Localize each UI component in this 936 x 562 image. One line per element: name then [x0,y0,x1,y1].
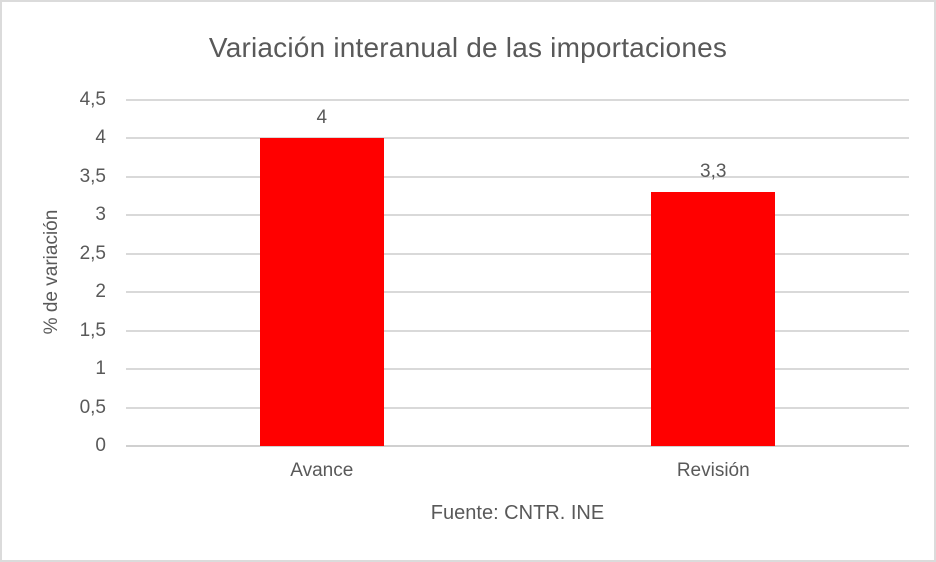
gridline [126,406,909,409]
gridline [126,99,909,101]
bar-value-label: 4 [316,107,328,129]
gridline [126,291,909,294]
y-tick-label: 2,5 [79,242,106,264]
y-axis-tick-labels: 0 0,5 1 1,5 2 2,5 3 3,5 4 4,5 [2,2,106,560]
gridline [126,214,909,217]
plot-area: 4 3,3 [126,99,909,447]
bar-value-label: 3,3 [700,161,727,183]
y-tick-label: 3 [95,204,106,226]
x-axis-line [126,445,909,447]
source-caption: Fuente: CNTR. INE [430,502,605,524]
y-tick-label: 1,5 [79,319,106,341]
y-tick-label: 2 [95,281,106,303]
y-tick-label: 0 [95,435,106,456]
x-category-label: Avance [290,460,354,481]
y-tick-label: 4,5 [79,89,106,110]
bar [651,192,776,446]
y-tick-label: 4 [95,127,106,149]
chart-title: Variación interanual de las importacione… [208,32,728,63]
y-tick-label: 3,5 [79,165,106,187]
bar [259,138,384,446]
gridline [126,368,909,371]
gridline [126,175,909,178]
gridline [126,137,909,140]
gridline [126,329,909,332]
x-category-label: Revisión [676,460,750,481]
y-tick-label: 0,5 [79,396,106,418]
y-tick-label: 1 [95,358,106,380]
x-axis-category-labels: Avance Revisión [126,460,909,488]
gridline [126,252,909,255]
